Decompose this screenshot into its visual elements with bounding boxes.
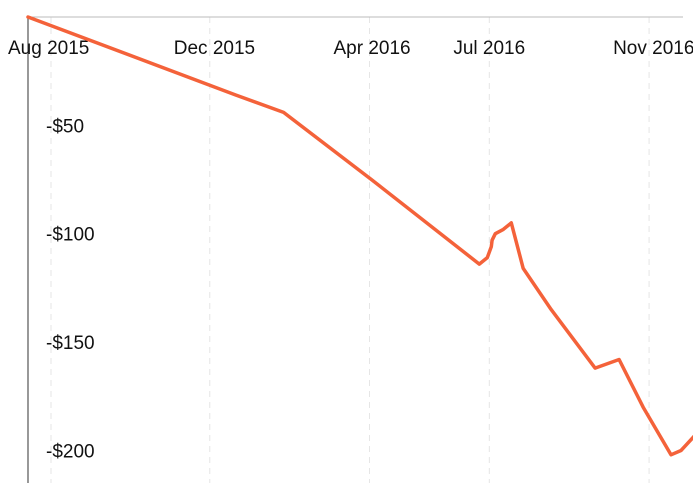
x-tick-label: Nov 2016 [613,38,693,59]
y-tick-labels: -$50 -$100 -$150 -$200 [46,116,95,462]
x-tick-label: Aug 2015 [8,38,89,59]
y-tick-label: -$100 [46,225,95,246]
axes [27,16,683,483]
x-tick-label: Jul 2016 [453,38,525,59]
x-tick-label: Dec 2015 [174,38,255,59]
y-tick-label: -$200 [46,441,95,462]
gridlines [50,17,650,483]
series [26,15,693,457]
x-tick-labels: Aug 2015 Dec 2015 Apr 2016 Jul 2016 Nov 2016 [8,38,693,59]
y-tick-label: -$150 [46,333,95,354]
series-line [26,15,693,457]
x-tick-label: Apr 2016 [334,38,411,59]
y-tick-label: -$50 [46,116,84,137]
